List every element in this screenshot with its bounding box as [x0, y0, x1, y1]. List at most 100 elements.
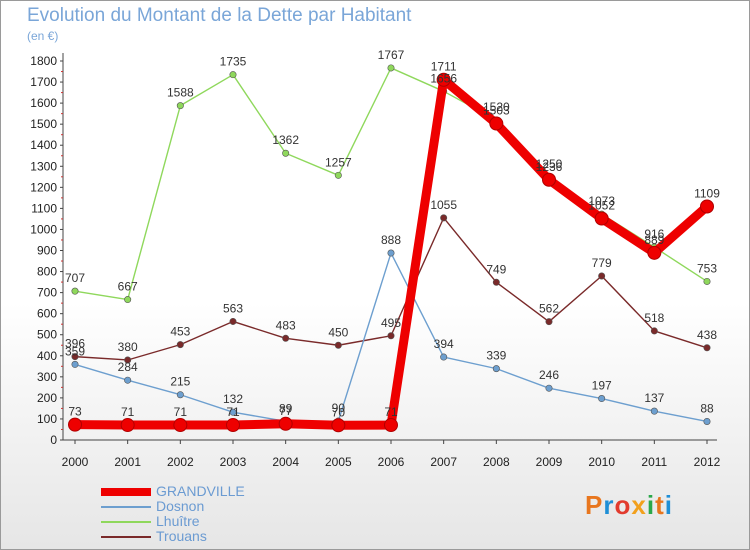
data-point: [68, 417, 82, 432]
data-point: [542, 172, 556, 187]
data-label: 77: [279, 404, 293, 418]
data-point: [492, 365, 500, 373]
data-point: [334, 341, 342, 349]
x-tick-label: 2010: [588, 455, 615, 469]
legend-swatch: [101, 536, 151, 538]
legend-swatch: [101, 506, 151, 508]
x-tick-label: 2007: [430, 455, 457, 469]
data-point: [124, 356, 132, 364]
legend-swatch: [101, 488, 151, 496]
data-point: [71, 353, 79, 361]
data-point: [703, 277, 711, 285]
y-tick-label: 400: [37, 349, 57, 363]
data-point: [71, 360, 79, 368]
data-point: [387, 64, 395, 72]
data-point: [282, 334, 290, 342]
x-tick-label: 2004: [272, 455, 299, 469]
x-tick-label: 2009: [536, 455, 563, 469]
logo-letter: i: [664, 490, 673, 520]
y-tick-label: 1600: [30, 96, 57, 110]
data-label: 394: [434, 337, 454, 351]
data-point: [282, 149, 290, 157]
data-point: [229, 317, 237, 325]
data-label: 71: [121, 405, 135, 419]
data-point: [545, 318, 553, 326]
data-label: 89: [279, 401, 293, 415]
data-label: 396: [65, 337, 85, 351]
x-tick-label: 2012: [694, 455, 721, 469]
data-label: 518: [644, 311, 664, 325]
data-label: 1055: [430, 198, 457, 212]
data-label: 1250: [536, 157, 563, 171]
data-label: 132: [223, 392, 243, 406]
data-point: [226, 418, 240, 433]
y-tick-label: 1700: [30, 75, 57, 89]
data-label: 246: [539, 368, 559, 382]
data-point: [229, 408, 237, 416]
data-label: 888: [381, 233, 401, 247]
data-label: 450: [328, 325, 348, 339]
data-point: [71, 287, 79, 295]
legend-label: Trouans: [156, 528, 207, 544]
data-label: 1711: [431, 60, 457, 74]
x-tick-label: 2011: [641, 455, 667, 469]
data-label: 889: [644, 233, 664, 247]
data-label: 1362: [272, 133, 299, 147]
data-label: 284: [118, 360, 138, 374]
y-tick-label: 1300: [30, 159, 57, 173]
legend-label: Lhuître: [156, 513, 200, 529]
y-tick-label: 900: [37, 244, 57, 258]
data-label: 71: [384, 405, 398, 419]
data-label: 483: [276, 318, 296, 332]
x-tick-label: 2000: [62, 455, 89, 469]
data-point: [440, 353, 448, 361]
data-point: [545, 384, 553, 392]
data-point: [650, 407, 658, 415]
proxiti-logo: Proxiti: [585, 490, 673, 521]
data-label: 563: [223, 301, 243, 315]
data-point: [334, 171, 342, 179]
data-label: 197: [592, 379, 612, 393]
x-tick-label: 2003: [220, 455, 247, 469]
y-tick-label: 1000: [30, 222, 57, 236]
legend-swatch: [101, 521, 151, 523]
data-point: [492, 278, 500, 286]
legend-label: Dosnon: [156, 498, 205, 514]
data-point: [489, 116, 504, 131]
data-label: 1520: [483, 100, 510, 114]
data-point: [331, 418, 346, 433]
logo-letter: o: [614, 490, 632, 520]
data-label: 339: [486, 349, 506, 363]
data-label: 215: [170, 375, 190, 389]
y-tick-label: 800: [37, 265, 57, 279]
y-tick-label: 200: [37, 391, 57, 405]
y-tick-label: 1800: [30, 54, 57, 68]
data-point: [598, 272, 606, 280]
data-label: 90: [332, 401, 346, 415]
data-label: 1257: [325, 155, 352, 169]
logo-letter: t: [655, 490, 665, 520]
x-tick-label: 2002: [167, 455, 194, 469]
data-label: 1503: [483, 104, 510, 118]
data-point: [176, 391, 184, 399]
data-point: [650, 327, 658, 335]
data-point: [229, 71, 237, 79]
data-label: 1767: [378, 48, 405, 62]
data-label: 1052: [588, 198, 615, 212]
data-label: 359: [65, 344, 85, 358]
y-tick-label: 1100: [31, 201, 57, 215]
data-label: 753: [697, 261, 717, 275]
logo-letter: P: [585, 490, 604, 520]
data-label: 1735: [220, 55, 247, 69]
data-label: 749: [486, 262, 506, 276]
y-tick-label: 1500: [30, 117, 57, 131]
data-point: [703, 417, 711, 425]
data-point: [594, 211, 609, 226]
data-label: 667: [118, 280, 138, 294]
data-label: 1109: [694, 186, 720, 200]
y-tick-label: 600: [37, 307, 57, 321]
data-label: 916: [644, 227, 664, 241]
y-tick-label: 0: [50, 433, 57, 447]
data-point: [173, 418, 188, 433]
data-point: [120, 418, 135, 433]
